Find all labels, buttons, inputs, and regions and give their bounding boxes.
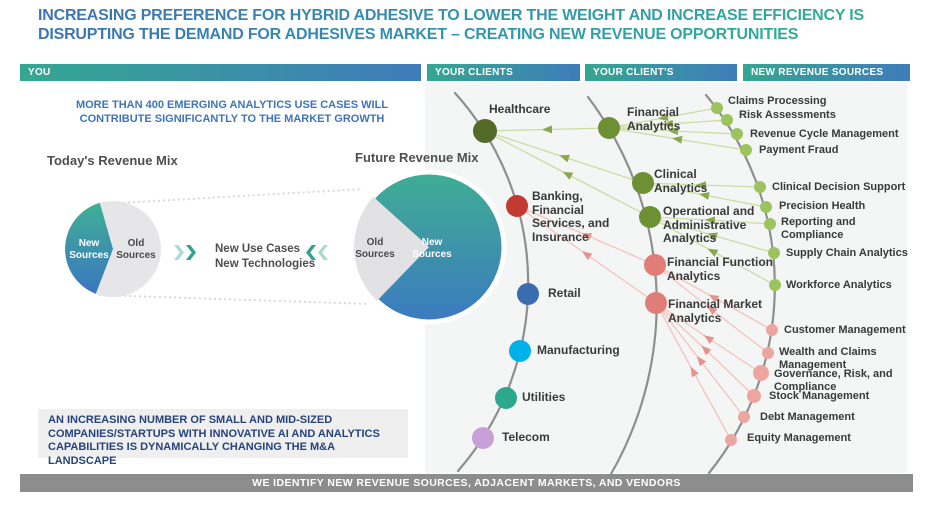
todays-pie-new-sources-label: New Sources xyxy=(69,238,109,261)
source-label-equity-management: Equity Management xyxy=(747,432,851,444)
source-dot-workforce-analytics xyxy=(769,279,781,291)
client-label-retail: Retail xyxy=(548,286,581,300)
source-dot-stock-management xyxy=(747,389,761,403)
source-label-wealth-claims-management: Wealth and Claims Management xyxy=(779,346,877,371)
source-label-clinical-decision-support: Clinical Decision Support xyxy=(772,181,906,193)
source-label-payment-fraud: Payment Fraud xyxy=(759,144,839,156)
page-title-line2: DISRUPTING THE DEMAND FOR ADHESIVES MARK… xyxy=(38,26,799,43)
client-label-manufacturing: Manufacturing xyxy=(537,343,620,357)
transition-text: New Use Cases New Technologies xyxy=(215,242,315,272)
source-dot-revenue-cycle-management xyxy=(731,128,743,140)
client-dot-healthcare xyxy=(473,119,497,143)
ma-landscape-note: AN INCREASING NUMBER OF SMALL AND MID-SI… xyxy=(38,409,408,467)
source-dot-payment-fraud xyxy=(740,144,752,156)
future-pie-old-sources-label: Old Sources xyxy=(355,237,395,260)
page-title-line1: INCREASING PREFERENCE FOR HYBRID ADHESIV… xyxy=(38,7,865,24)
source-dot-supply-chain-analytics xyxy=(768,247,780,259)
future-pie-old-sources-slice xyxy=(354,196,429,301)
source-dot-clinical-decision-support xyxy=(754,181,766,193)
column-header-new-revenue-sources: NEW REVENUE SOURCES xyxy=(743,64,910,81)
source-dot-risk-assessments xyxy=(721,114,733,126)
source-label-workforce-analytics: Workforce Analytics xyxy=(786,279,892,291)
imperative-label-operational-analytics: Operational and Administrative Analytics xyxy=(663,204,755,245)
source-label-claims-processing: Claims Processing xyxy=(728,95,827,107)
client-dot-telecom xyxy=(472,427,494,449)
transition-line1: New Use Cases xyxy=(215,243,301,255)
transition-line2: New Technologies xyxy=(215,258,316,270)
column-header-your-clients: YOUR CLIENTS xyxy=(427,64,580,81)
source-label-supply-chain-analytics: Supply Chain Analytics xyxy=(786,247,908,259)
chevron-left-icon xyxy=(318,245,328,260)
market-growth-highlight: MORE THAN 400 EMERGING ANALYTICS USE CAS… xyxy=(72,99,392,126)
green-links xyxy=(484,107,776,286)
future-pie-new-sources-label: New Sources xyxy=(412,237,452,260)
client-label-utilities: Utilities xyxy=(522,390,566,404)
footer-banner: WE IDENTIFY NEW REVENUE SOURCES, ADJACEN… xyxy=(20,474,913,492)
source-label-governance-risk-compliance: Governance, Risk, and Compliance xyxy=(774,368,893,393)
client-dot-manufacturing xyxy=(509,340,531,362)
market-growth-highlight-line1: MORE THAN 400 EMERGING ANALYTICS USE CAS… xyxy=(75,99,389,111)
client-label-telecom: Telecom xyxy=(502,430,550,444)
source-label-revenue-cycle-management: Revenue Cycle Management xyxy=(750,128,899,140)
imperative-label-financial-market-analytics: Financial Market Analytics xyxy=(668,297,763,325)
source-dot-debt-management xyxy=(738,411,750,423)
chevrons-right-icon xyxy=(174,245,196,260)
page-title: INCREASING PREFERENCE FOR HYBRID ADHESIV… xyxy=(38,6,918,44)
chevron-right-icon xyxy=(186,245,196,260)
future-revenue-pie xyxy=(351,169,507,325)
chevron-right-icon xyxy=(174,245,184,260)
source-dot-claims-processing xyxy=(711,102,723,114)
client-dot-banking xyxy=(506,195,528,217)
column-header-you: YOU xyxy=(20,64,421,81)
source-label-debt-management: Debt Management xyxy=(760,411,855,423)
imperative-label-financial-analytics: Financial Analytics xyxy=(627,105,681,133)
imperative-dot-operational-analytics xyxy=(639,206,661,228)
imperative-dot-financial-function-analytics xyxy=(644,254,666,276)
imperative-dot-financial-analytics xyxy=(598,117,620,139)
source-dot-equity-management xyxy=(725,434,737,446)
chevrons-left-icon xyxy=(306,245,328,260)
pie-projection-lines xyxy=(98,188,370,305)
imperative-label-financial-function-analytics: Financial Function Analytics xyxy=(667,255,774,283)
imperatives-arc xyxy=(586,95,658,476)
source-label-precision-health: Precision Health xyxy=(779,200,866,212)
source-dot-wealth-claims-management xyxy=(762,347,774,359)
source-dot-governance-risk-compliance xyxy=(753,365,769,381)
source-label-reporting-compliance: Reporting and Compliance xyxy=(781,216,856,241)
market-growth-highlight-line2: CONTRIBUTE SIGNIFICANTLY TO THE MARKET G… xyxy=(79,112,385,125)
client-label-banking: Banking, Financial Services, and Insuran… xyxy=(532,189,610,244)
source-dot-customer-management xyxy=(766,324,778,336)
pink-links xyxy=(516,205,773,441)
source-label-stock-management: Stock Management xyxy=(769,390,870,402)
todays-pie-old-sources-label: Old Sources xyxy=(116,238,156,261)
source-dot-precision-health xyxy=(760,201,772,213)
client-dot-utilities xyxy=(495,387,517,409)
todays-pie-new-sources-slice xyxy=(65,202,113,294)
client-dot-retail xyxy=(517,283,539,305)
source-label-risk-assessments: Risk Assessments xyxy=(739,109,836,121)
future-revenue-mix-title: Future Revenue Mix xyxy=(355,150,479,165)
todays-revenue-pie xyxy=(65,201,161,297)
imperative-dot-financial-market-analytics xyxy=(645,292,667,314)
client-label-healthcare: Healthcare xyxy=(489,102,551,116)
chevron-left-icon xyxy=(306,245,316,260)
source-label-customer-management: Customer Management xyxy=(784,324,906,336)
imperative-label-clinical-analytics: Clinical Analytics xyxy=(654,167,708,195)
todays-revenue-mix-title: Today's Revenue Mix xyxy=(47,153,178,168)
source-dot-reporting-compliance xyxy=(764,218,776,230)
imperative-dot-clinical-analytics xyxy=(632,172,654,194)
